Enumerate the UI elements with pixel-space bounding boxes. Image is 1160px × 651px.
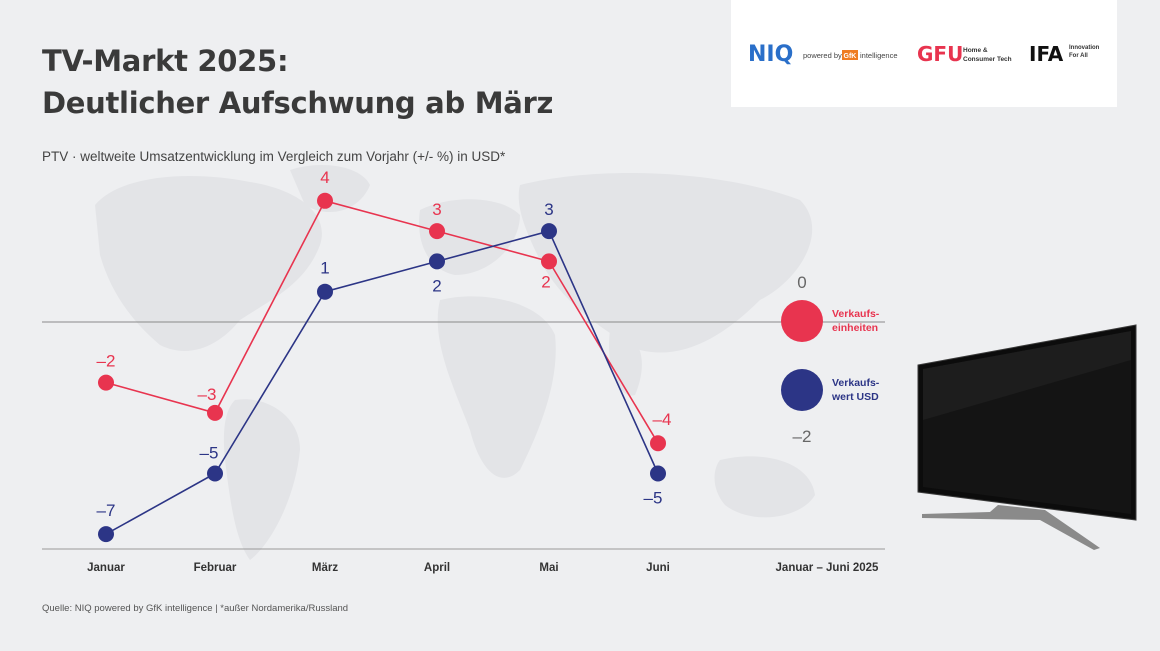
legend-label-0-line2: einheiten <box>832 322 878 334</box>
gfu-sub-2: Consumer Tech <box>963 56 1012 63</box>
chart-subtitle: PTV · weltweite Umsatzentwicklung im Ver… <box>42 149 506 164</box>
data-label-1-4: 3 <box>544 200 553 219</box>
ifa-logo: IFA <box>1029 42 1064 66</box>
summary-value-0: 0 <box>797 273 806 292</box>
map-north-america <box>95 175 322 351</box>
map-south-america <box>223 399 300 560</box>
data-point-1-2 <box>317 283 333 300</box>
gfk-logo-text: GfK <box>844 53 857 60</box>
data-label-0-3: 3 <box>432 200 441 219</box>
niq-powered-by: powered by <box>803 51 842 60</box>
data-point-0-4 <box>541 253 557 270</box>
map-asia <box>518 173 813 353</box>
data-point-0-3 <box>429 223 445 240</box>
x-tick-label-0: Januar <box>87 562 125 574</box>
niq-intelligence: intelligence <box>860 51 898 60</box>
map-europe <box>419 199 520 275</box>
data-label-1-3: 2 <box>432 276 441 295</box>
data-point-0-5 <box>650 435 666 452</box>
partner-logos: NIQ powered by GfK intelligence GFU Home… <box>748 42 1100 67</box>
data-label-0-4: 2 <box>541 272 550 291</box>
series-line-1 <box>105 230 659 535</box>
legend-label-1-line2: wert USD <box>831 391 879 403</box>
data-point-1-0 <box>98 526 114 543</box>
map-greenland <box>290 165 370 213</box>
series-line-0 <box>105 199 659 444</box>
data-label-1-0: –7 <box>97 501 116 520</box>
data-label-1-5: –5 <box>644 489 663 508</box>
title-line-1: TV-Markt 2025: <box>42 44 289 78</box>
data-label-0-0: –2 <box>97 352 116 371</box>
map-australia <box>714 456 815 518</box>
map-africa <box>437 296 556 478</box>
data-point-1-5 <box>650 465 666 482</box>
legend-marker-1 <box>781 369 823 411</box>
ifa-sub-2: For All <box>1069 53 1088 59</box>
title-line-2: Deutlicher Aufschwung ab März <box>42 86 554 120</box>
source-note: Quelle: NIQ powered by GfK intelligence … <box>42 603 349 614</box>
x-tick-label-summary: Januar – Juni 2025 <box>776 562 880 574</box>
legend-marker-0 <box>781 300 823 342</box>
legend-label-1-line1: Verkaufs- <box>832 377 880 389</box>
x-tick-label-4: Mai <box>539 562 558 574</box>
x-tick-label-5: Juni <box>646 562 670 574</box>
x-tick-label-2: März <box>312 562 338 574</box>
niq-logo: NIQ <box>748 42 793 67</box>
data-point-1-1 <box>207 465 223 482</box>
gfu-sub-1: Home & <box>963 47 988 54</box>
data-label-0-5: –4 <box>653 410 672 429</box>
logo-panel: NIQ powered by GfK intelligence GFU Home… <box>731 0 1117 107</box>
legend-label-0-line1: Verkaufs- <box>832 308 880 320</box>
summary-value-1: –2 <box>793 427 812 446</box>
data-label-0-1: –3 <box>198 385 217 404</box>
page-title: TV-Markt 2025: Deutlicher Aufschwung ab … <box>42 40 553 124</box>
data-label-1-2: 1 <box>320 259 329 278</box>
data-point-0-2 <box>317 192 333 209</box>
gfk-badge <box>842 50 858 60</box>
data-point-1-3 <box>429 253 445 270</box>
x-tick-label-1: Februar <box>194 562 237 574</box>
data-label-1-1: –5 <box>200 444 219 463</box>
data-point-0-0 <box>98 374 114 391</box>
ifa-sub-1: Innovation <box>1069 45 1100 51</box>
x-tick-label-3: April <box>424 562 450 574</box>
gfu-logo: GFU <box>917 42 963 66</box>
data-point-1-4 <box>541 223 557 240</box>
data-point-0-1 <box>207 404 223 421</box>
map-india <box>609 330 642 396</box>
data-label-0-2: 4 <box>320 168 329 187</box>
